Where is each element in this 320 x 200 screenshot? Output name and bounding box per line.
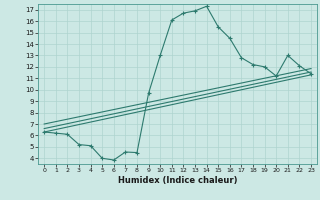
X-axis label: Humidex (Indice chaleur): Humidex (Indice chaleur) (118, 176, 237, 185)
